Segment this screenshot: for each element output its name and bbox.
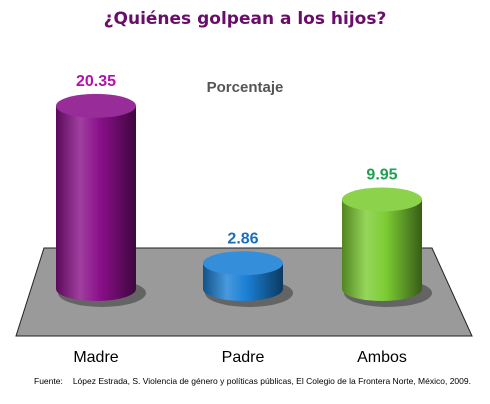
value-label-ambos: 9.95 <box>366 166 397 183</box>
bar-madre <box>56 105 136 301</box>
value-label-padre: 2.86 <box>227 230 258 247</box>
bar-top-madre <box>56 93 136 118</box>
category-label-madre: Madre <box>73 349 118 366</box>
value-label-madre: 20.35 <box>76 73 116 90</box>
chart-title: ¿Quiénes golpean a los hijos? <box>103 9 387 29</box>
source-note: Fuente: López Estrada, S. Violencia de gé… <box>34 376 471 386</box>
source-text: López Estrada, S. Violencia de género y … <box>72 376 471 386</box>
category-label-ambos: Ambos <box>357 349 407 366</box>
category-label-padre: Padre <box>222 349 265 366</box>
bar-ambos <box>342 199 422 301</box>
source-label: Fuente: <box>34 376 63 386</box>
chart-subtitle: Porcentaje <box>206 79 284 96</box>
bar-top-ambos <box>342 187 422 212</box>
bar-top-padre <box>203 251 283 276</box>
